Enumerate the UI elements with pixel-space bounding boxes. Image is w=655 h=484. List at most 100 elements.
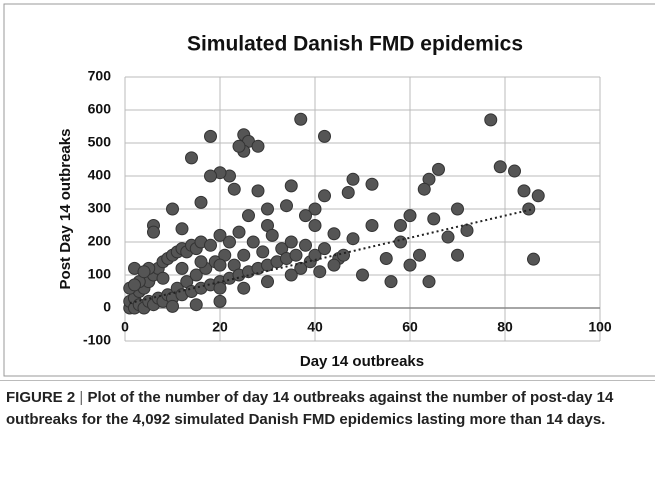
caption: FIGURE 2 | Plot of the number of day 14 … <box>6 389 614 428</box>
point <box>213 258 227 272</box>
point <box>531 189 545 203</box>
point <box>166 202 179 216</box>
caption-text: Plot of the number of day 14 outbreaks a… <box>6 389 614 428</box>
y-tick-label: 700 <box>88 68 112 84</box>
x-tick-label: 20 <box>212 319 228 335</box>
point <box>337 248 350 262</box>
caption-rule <box>0 380 655 381</box>
point <box>194 195 208 209</box>
point <box>318 189 331 203</box>
point <box>128 278 141 292</box>
point <box>265 228 279 242</box>
point <box>299 209 312 223</box>
point <box>299 238 312 252</box>
point <box>294 112 308 126</box>
point <box>422 275 436 289</box>
point <box>346 172 360 186</box>
point <box>522 202 536 216</box>
point <box>365 177 379 191</box>
point <box>175 222 189 236</box>
point <box>242 209 255 223</box>
point <box>189 298 203 312</box>
point <box>308 219 322 232</box>
point <box>403 209 417 223</box>
point <box>403 258 417 272</box>
point <box>327 258 341 272</box>
y-tick-label: 100 <box>88 266 112 282</box>
point <box>280 199 293 213</box>
point <box>308 202 322 216</box>
point <box>204 238 217 252</box>
point <box>384 275 398 289</box>
x-tick-label: 80 <box>497 319 513 335</box>
point <box>413 248 426 262</box>
point <box>493 160 507 174</box>
y-tick-label: 500 <box>88 134 112 150</box>
point <box>441 230 455 244</box>
point <box>508 164 521 178</box>
point <box>137 265 151 279</box>
point <box>394 219 407 232</box>
point <box>204 169 217 183</box>
point <box>147 225 160 239</box>
point <box>156 271 170 285</box>
x-tick-label: 40 <box>307 319 323 335</box>
point <box>213 281 227 295</box>
point <box>346 232 360 246</box>
point <box>517 184 531 198</box>
x-axis-label: Day 14 outbreaks <box>300 353 424 370</box>
y-tick-label: 0 <box>103 299 111 315</box>
trendline <box>129 208 534 305</box>
point <box>175 261 189 275</box>
point <box>185 151 198 165</box>
point <box>251 139 265 153</box>
point <box>427 212 441 226</box>
chart: Simulated Danish FMD epidemics Day 14 ou… <box>3 3 655 377</box>
point <box>261 275 274 289</box>
point <box>251 184 265 198</box>
point <box>318 242 331 256</box>
point <box>213 294 227 308</box>
point <box>213 228 227 242</box>
point <box>432 162 445 176</box>
y-axis-label: Post Day 14 outbreaks <box>57 129 74 290</box>
point <box>237 281 251 295</box>
point <box>356 268 369 282</box>
point <box>232 139 246 153</box>
point <box>527 252 540 266</box>
point <box>379 252 393 265</box>
point <box>451 248 464 262</box>
caption-label: FIGURE 2 <box>6 389 76 406</box>
point <box>451 202 464 216</box>
y-tick-label: 300 <box>88 200 112 216</box>
point <box>237 248 251 262</box>
x-tick-label: 100 <box>588 319 612 335</box>
x-tick-label: 0 <box>121 319 129 335</box>
point <box>223 235 236 249</box>
point <box>204 129 217 143</box>
y-tick-label: 600 <box>88 101 112 117</box>
point <box>417 182 431 196</box>
point <box>284 179 298 193</box>
point <box>394 235 407 249</box>
frame <box>3 3 655 377</box>
y-tick-label: 200 <box>88 233 112 249</box>
point <box>246 235 260 249</box>
y-tick-label: -100 <box>83 332 111 348</box>
point <box>261 202 274 216</box>
chart-title: Simulated Danish FMD epidemics <box>187 33 523 56</box>
point <box>189 268 203 282</box>
point <box>284 268 298 282</box>
point <box>194 255 208 269</box>
point <box>313 265 327 279</box>
point <box>166 299 179 313</box>
point <box>227 182 241 196</box>
point <box>318 129 331 143</box>
point <box>289 248 303 262</box>
point <box>484 113 498 127</box>
y-tick-label: 400 <box>88 167 112 183</box>
point <box>341 186 355 199</box>
point <box>284 235 298 249</box>
point <box>327 227 341 241</box>
